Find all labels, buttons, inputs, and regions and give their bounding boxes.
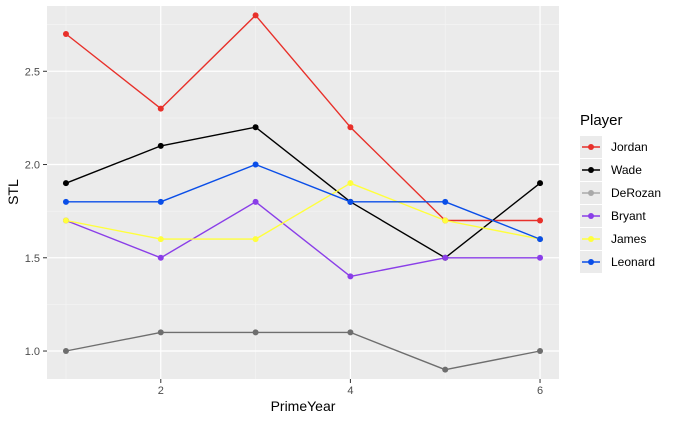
legend-label-leonard: Leonard <box>611 255 655 269</box>
data-point-bryant <box>537 254 544 261</box>
y-tick-label: 2.5 <box>25 66 40 78</box>
data-point-james <box>347 180 354 187</box>
data-point-james <box>442 217 449 224</box>
legend-label-derozan: DeRozan <box>611 186 661 200</box>
y-tick-label: 1.5 <box>25 253 40 265</box>
legend-key-point <box>588 144 594 150</box>
y-tick-labels: 1.0 1.5 2.0 2.5 <box>25 66 40 358</box>
data-point-bryant <box>442 254 449 261</box>
data-point-derozan <box>157 329 164 336</box>
series-points <box>62 12 544 373</box>
legend-key-point <box>588 259 594 265</box>
legend-label-wade: Wade <box>611 163 642 177</box>
data-point-james <box>252 236 259 243</box>
panel-background <box>47 6 559 379</box>
axis-ticks <box>43 70 541 383</box>
data-point-bryant <box>347 273 354 280</box>
data-point-leonard <box>157 198 164 205</box>
legend-item-jordan: Jordan <box>580 136 648 158</box>
legend-label-james: James <box>611 232 646 246</box>
series-line-jordan <box>65 14 540 222</box>
data-point-jordan <box>347 124 354 131</box>
legend-item-derozan: DeRozan <box>580 182 661 204</box>
y-tick-label: 1.0 <box>25 346 40 358</box>
data-point-wade <box>62 180 69 187</box>
data-point-derozan <box>62 348 69 355</box>
series-line-wade <box>65 126 541 259</box>
series-line-leonard <box>66 163 541 240</box>
legend-label-jordan: Jordan <box>611 140 648 154</box>
data-point-wade <box>157 142 164 149</box>
data-point-bryant <box>157 254 164 261</box>
legend-key-point <box>588 190 594 196</box>
data-point-leonard <box>252 161 259 168</box>
y-axis-title: STL <box>5 179 21 205</box>
data-point-leonard <box>62 198 69 205</box>
series-line-james <box>65 182 541 240</box>
legend-key-point <box>588 236 594 242</box>
data-point-leonard <box>442 198 449 205</box>
data-point-bryant <box>252 198 259 205</box>
series-line-derozan <box>65 331 541 371</box>
data-point-leonard <box>537 236 544 243</box>
y-tick-label: 2.0 <box>25 160 40 172</box>
data-point-james <box>62 217 69 224</box>
x-tick-label: 2 <box>158 385 164 397</box>
legend-item-leonard: Leonard <box>580 251 655 273</box>
data-point-wade <box>252 124 259 131</box>
data-point-james <box>157 236 164 243</box>
x-tick-labels: 2 4 6 <box>158 385 543 397</box>
series-line-bryant <box>65 201 540 278</box>
x-axis-title: PrimeYear <box>271 398 336 414</box>
data-point-jordan <box>62 30 69 37</box>
x-tick-label: 6 <box>537 385 543 397</box>
x-tick-label: 4 <box>347 385 353 397</box>
legend-item-bryant: Bryant <box>580 205 646 227</box>
data-point-jordan <box>537 217 544 224</box>
legend-key-point <box>588 213 594 219</box>
data-point-wade <box>537 180 544 187</box>
series-lines <box>65 14 541 371</box>
legend-label-bryant: Bryant <box>611 209 646 223</box>
data-point-derozan <box>537 348 544 355</box>
legend: Player Jordan Wade DeRozan Bryant James Leona… <box>580 112 661 273</box>
legend-title: Player <box>580 112 623 129</box>
legend-item-wade: Wade <box>580 159 642 181</box>
data-point-derozan <box>442 366 449 373</box>
legend-item-james: James <box>580 228 646 250</box>
data-point-derozan <box>252 329 259 336</box>
data-point-leonard <box>347 198 354 205</box>
data-point-derozan <box>347 329 354 336</box>
data-point-jordan <box>157 105 164 112</box>
legend-key-point <box>588 167 594 173</box>
data-point-jordan <box>252 12 259 19</box>
legend-items: Jordan Wade DeRozan Bryant James Leonard <box>580 136 661 273</box>
